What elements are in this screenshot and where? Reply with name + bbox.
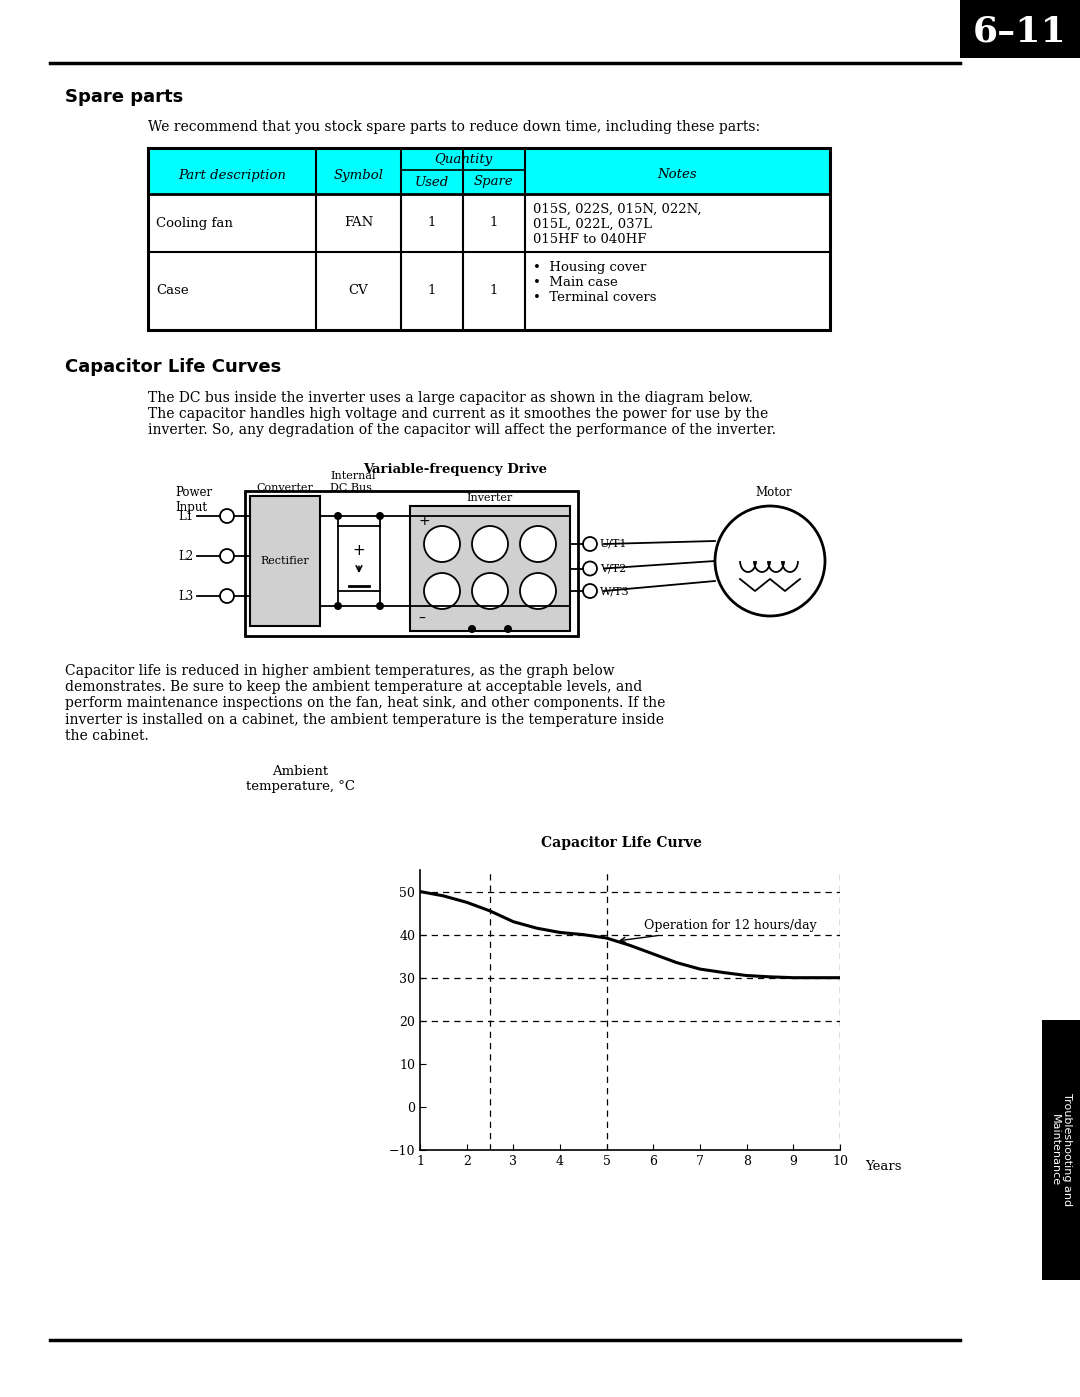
Text: Internal
DC Bus: Internal DC Bus (330, 471, 376, 493)
Circle shape (583, 536, 597, 550)
Text: 1: 1 (490, 285, 498, 298)
Text: 1: 1 (428, 217, 436, 229)
Bar (245, 490, 578, 636)
Circle shape (376, 511, 384, 520)
Circle shape (519, 527, 556, 562)
Text: Symbol: Symbol (334, 169, 383, 182)
Circle shape (334, 511, 342, 520)
Text: Troubleshooting and
Maintenance: Troubleshooting and Maintenance (1050, 1094, 1071, 1207)
Text: Capacitor life is reduced in higher ambient temperatures, as the graph below
dem: Capacitor life is reduced in higher ambi… (65, 664, 665, 743)
Text: Notes: Notes (658, 169, 698, 182)
Text: Operation for 12 hours/day: Operation for 12 hours/day (620, 919, 816, 943)
Text: •  Housing cover
•  Main case
•  Terminal covers: • Housing cover • Main case • Terminal c… (534, 261, 657, 305)
Text: V/T2: V/T2 (600, 563, 626, 574)
Circle shape (583, 584, 597, 598)
Bar (249, 496, 320, 626)
Text: U/T1: U/T1 (600, 539, 627, 549)
Circle shape (220, 590, 234, 604)
Circle shape (220, 549, 234, 563)
Text: W/T3: W/T3 (600, 585, 630, 597)
Bar (148, 148, 831, 194)
Text: 1: 1 (428, 285, 436, 298)
Text: 015S, 022S, 015N, 022N,
015L, 022L, 037L
015HF to 040HF: 015S, 022S, 015N, 022N, 015L, 022L, 037L… (534, 203, 702, 246)
Text: The DC bus inside the inverter uses a large capacitor as shown in the diagram be: The DC bus inside the inverter uses a la… (148, 391, 777, 437)
Text: Quantity: Quantity (434, 154, 492, 166)
Circle shape (220, 509, 234, 522)
Circle shape (519, 573, 556, 609)
Circle shape (504, 624, 512, 633)
Circle shape (424, 573, 460, 609)
Circle shape (472, 573, 508, 609)
Text: 1: 1 (490, 217, 498, 229)
Text: L3: L3 (178, 590, 193, 602)
Text: Years: Years (865, 1161, 902, 1173)
Text: Rectifier: Rectifier (260, 556, 309, 566)
Text: –: – (418, 612, 424, 626)
Text: 6–11: 6–11 (973, 14, 1067, 47)
Circle shape (715, 506, 825, 616)
Circle shape (583, 562, 597, 576)
Text: +: + (353, 543, 365, 557)
Text: We recommend that you stock spare parts to reduce down time, including these par: We recommend that you stock spare parts … (148, 120, 760, 134)
Circle shape (334, 602, 342, 610)
Text: Part description: Part description (178, 169, 286, 182)
Text: CV: CV (349, 285, 368, 298)
Bar (1042, 1020, 1080, 1280)
Text: L2: L2 (178, 549, 193, 563)
Bar (410, 506, 570, 631)
Text: Converter: Converter (257, 483, 313, 493)
Text: FAN: FAN (343, 217, 373, 229)
Text: Ambient
temperature, °C: Ambient temperature, °C (245, 766, 354, 793)
Text: +: + (418, 514, 430, 528)
Bar (338, 527, 380, 591)
Text: Capacitor Life Curve: Capacitor Life Curve (541, 837, 702, 851)
Text: Cooling fan: Cooling fan (156, 217, 233, 229)
Text: Capacitor Life Curves: Capacitor Life Curves (65, 358, 281, 376)
Circle shape (376, 602, 384, 610)
Text: Inverter: Inverter (467, 493, 513, 503)
Circle shape (468, 624, 476, 633)
Text: Variable-frequency Drive: Variable-frequency Drive (363, 462, 546, 476)
Text: Spare parts: Spare parts (65, 88, 184, 106)
Circle shape (472, 527, 508, 562)
Bar (960, 0, 1080, 59)
Text: L1: L1 (178, 510, 193, 522)
Text: Motor: Motor (755, 486, 792, 499)
Bar (148, 148, 831, 330)
Text: Power
Input: Power Input (175, 486, 212, 514)
Text: Spare: Spare (474, 176, 514, 189)
Text: Case: Case (156, 285, 189, 298)
Circle shape (424, 527, 460, 562)
Text: Used: Used (415, 176, 449, 189)
